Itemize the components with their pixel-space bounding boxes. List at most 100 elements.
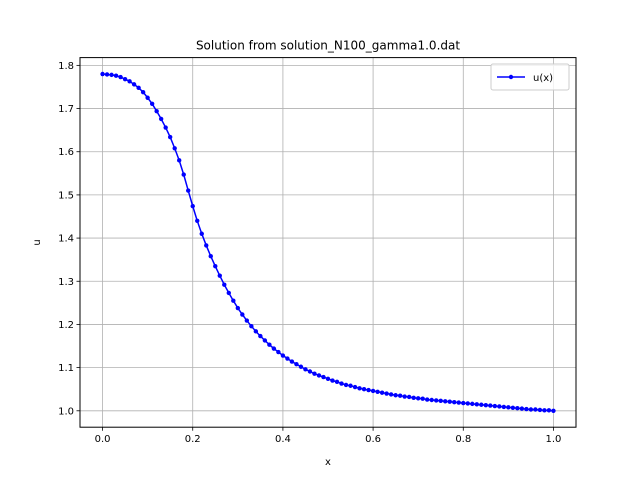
data-point — [465, 401, 470, 406]
data-point — [249, 323, 254, 329]
data-point — [154, 108, 159, 114]
data-point — [334, 379, 340, 385]
data-point — [109, 72, 114, 78]
data-point — [434, 398, 439, 403]
data-point — [510, 405, 516, 410]
data-point — [226, 290, 231, 296]
data-point — [542, 408, 547, 413]
data-point — [452, 399, 457, 405]
data-point — [325, 376, 331, 382]
data-point — [258, 333, 263, 339]
y-tick-label: 1.3 — [58, 277, 74, 288]
series-layer — [100, 71, 556, 413]
x-tick-label: 1.0 — [546, 434, 562, 445]
data-point — [357, 386, 362, 391]
data-point — [474, 402, 479, 407]
y-tick-label: 1.5 — [58, 190, 74, 201]
data-point — [528, 407, 534, 412]
legend-marker-swatch — [508, 74, 514, 80]
data-point — [186, 188, 191, 193]
data-point — [172, 146, 177, 151]
data-point — [145, 95, 150, 100]
data-point — [140, 89, 146, 95]
data-point — [488, 403, 493, 408]
data-point — [195, 218, 200, 224]
data-point — [303, 367, 308, 372]
data-point — [402, 394, 407, 399]
data-point — [339, 381, 344, 386]
data-point — [361, 387, 367, 392]
data-point — [524, 406, 529, 412]
data-point — [285, 356, 290, 361]
data-point — [208, 254, 213, 259]
data-point — [280, 353, 286, 358]
data-point — [519, 406, 525, 411]
data-point — [438, 398, 443, 404]
y-tick-label: 1.7 — [58, 104, 74, 115]
data-point — [492, 403, 498, 409]
legend: u(x) — [490, 63, 570, 91]
data-point — [479, 402, 484, 407]
data-point — [420, 396, 425, 401]
data-point — [370, 388, 376, 394]
data-point — [456, 400, 461, 405]
data-point — [497, 404, 502, 409]
data-point — [483, 402, 489, 408]
data-point — [470, 401, 475, 407]
chart-title: Solution from solution_N100_gamma1.0.dat — [196, 39, 460, 53]
y-tick-label: 1.6 — [58, 147, 74, 158]
data-point — [425, 397, 430, 402]
data-point — [235, 305, 241, 311]
y-tick-label: 1.1 — [58, 363, 74, 374]
data-point — [181, 172, 186, 177]
data-point — [131, 82, 137, 87]
data-point — [253, 329, 259, 334]
data-point — [267, 342, 272, 347]
data-point — [199, 231, 204, 236]
data-point — [298, 364, 304, 369]
data-point — [312, 371, 317, 376]
data-point — [551, 408, 556, 413]
data-point — [447, 399, 452, 404]
ticks: 0.0 0.2 0.4 0.6 0.8 1.0 1.0 1.1 1.2 1.3 1.4 1.5 1.6 1… — [58, 61, 561, 445]
y-tick-label: 1.2 — [58, 320, 74, 331]
data-point — [217, 273, 222, 278]
x-axis-title: x — [325, 457, 331, 468]
legend-label: u(x) — [533, 73, 553, 84]
x-tick-label: 0.6 — [365, 434, 381, 445]
data-point — [163, 125, 168, 130]
data-point — [352, 384, 358, 390]
data-point — [506, 405, 511, 410]
y-tick-label: 1.4 — [58, 234, 74, 245]
data-point — [415, 396, 421, 401]
data-point — [127, 79, 132, 84]
data-point — [136, 85, 141, 91]
legend-box — [490, 63, 570, 91]
data-point — [366, 387, 371, 393]
data-point — [393, 393, 398, 398]
data-point — [122, 76, 128, 82]
data-point — [348, 383, 353, 388]
data-point — [113, 73, 119, 78]
data-point — [397, 393, 403, 398]
data-point — [231, 298, 236, 303]
y-axis-title: u — [32, 239, 43, 245]
data-point — [149, 101, 155, 107]
data-point — [537, 407, 543, 413]
data-point — [118, 74, 123, 80]
plot-frame — [79, 57, 577, 428]
data-point — [244, 318, 250, 323]
data-point — [343, 382, 349, 388]
data-point — [289, 359, 295, 364]
data-point — [177, 158, 182, 163]
data-point — [222, 282, 227, 287]
data-point — [330, 378, 335, 383]
data-point — [388, 392, 394, 397]
data-point — [429, 397, 434, 403]
data-point — [240, 312, 245, 317]
data-point — [406, 394, 412, 400]
data-point — [546, 408, 552, 413]
data-point — [158, 116, 164, 122]
data-point — [262, 338, 268, 343]
